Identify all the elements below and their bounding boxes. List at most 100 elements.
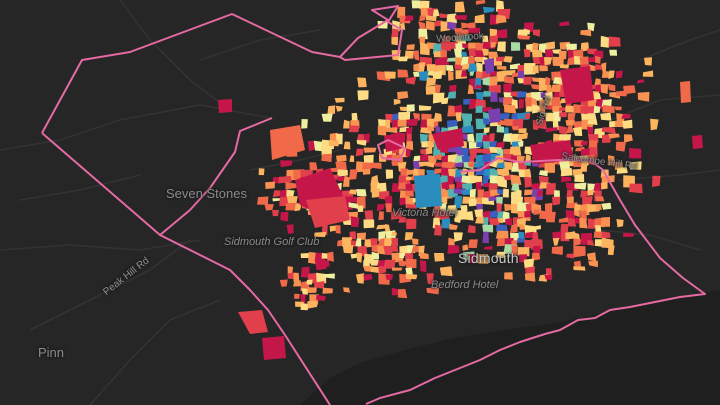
- building-block: [489, 133, 495, 144]
- building-block: [490, 42, 496, 48]
- town-label-sidmouth: Sidmouth: [458, 250, 519, 266]
- building-block: [474, 209, 483, 218]
- building-block: [467, 84, 475, 94]
- building-block: [587, 126, 594, 134]
- building-block: [596, 204, 602, 211]
- building-block: [483, 6, 495, 14]
- building-block: [517, 140, 524, 147]
- building-block: [511, 183, 520, 192]
- building-block: [285, 182, 298, 190]
- building-block: [509, 223, 518, 234]
- building-block: [454, 64, 463, 70]
- building-block: [496, 224, 508, 232]
- building-block: [316, 294, 326, 301]
- building-block: [518, 128, 527, 134]
- building-block: [502, 133, 512, 143]
- building-block: [609, 49, 618, 56]
- building-block: [545, 127, 558, 133]
- building-block: [300, 294, 306, 305]
- building-block: [637, 91, 650, 102]
- building-block: [238, 310, 268, 334]
- building-block: [405, 273, 418, 280]
- building-block: [420, 42, 430, 56]
- building-block: [496, 238, 508, 247]
- building-block: [544, 162, 556, 173]
- building-block: [482, 224, 494, 233]
- building-block: [357, 77, 367, 88]
- building-block: [447, 91, 456, 99]
- building-block: [434, 253, 445, 262]
- building-block: [560, 176, 572, 183]
- building-block: [385, 127, 398, 134]
- building-block: [622, 232, 635, 237]
- building-block: [334, 97, 345, 103]
- road-line: [19, 174, 141, 201]
- building-block: [468, 155, 475, 164]
- building-block: [642, 70, 654, 77]
- building-block: [414, 174, 442, 208]
- building-block: [454, 15, 467, 20]
- building-block: [384, 71, 396, 79]
- building-block: [411, 0, 421, 9]
- building-block: [356, 189, 367, 197]
- building-block: [314, 281, 325, 289]
- building-block: [475, 216, 484, 224]
- building-block: [385, 203, 392, 213]
- building-block: [504, 272, 513, 280]
- building-block: [420, 148, 428, 156]
- building-block: [504, 161, 513, 171]
- building-block: [279, 279, 288, 287]
- building-block: [286, 224, 294, 234]
- building-block: [461, 211, 474, 221]
- building-block: [446, 13, 457, 24]
- building-block: [307, 287, 317, 293]
- building-block: [573, 266, 586, 271]
- building-block: [586, 252, 597, 262]
- building-block: [484, 58, 494, 74]
- building-block: [343, 287, 351, 293]
- building-block: [405, 141, 414, 151]
- building-block: [462, 244, 469, 251]
- building-block: [349, 155, 355, 163]
- building-block: [476, 203, 483, 211]
- building-block: [335, 105, 343, 112]
- building-block: [391, 211, 403, 220]
- building-block: [262, 336, 286, 360]
- building-block: [419, 259, 427, 273]
- building-block: [460, 34, 471, 41]
- building-block: [323, 273, 335, 279]
- building-block: [342, 244, 354, 254]
- building-block: [449, 184, 455, 191]
- building-block: [496, 29, 508, 39]
- building-block: [461, 63, 471, 70]
- building-block: [565, 231, 577, 240]
- building-block: [517, 35, 531, 40]
- building-block: [574, 174, 585, 183]
- building-block: [327, 251, 334, 262]
- building-block: [469, 188, 476, 199]
- building-block: [433, 209, 444, 221]
- building-block: [574, 182, 587, 190]
- building-block: [490, 91, 498, 102]
- building-block: [566, 189, 573, 199]
- building-block: [426, 162, 435, 168]
- building-block: [482, 231, 489, 244]
- building-block: [602, 133, 612, 143]
- building-block: [616, 219, 624, 228]
- road-line: [89, 299, 221, 405]
- building-block: [391, 231, 397, 236]
- building-block: [539, 65, 548, 72]
- building-block: [523, 258, 534, 269]
- building-block: [321, 113, 333, 122]
- building-block: [425, 146, 433, 155]
- building-block: [406, 104, 415, 112]
- building-block: [524, 272, 536, 282]
- building-block: [482, 118, 490, 125]
- building-block: [519, 224, 526, 230]
- building-block: [538, 175, 549, 185]
- building-block: [652, 175, 661, 187]
- building-block: [475, 84, 482, 89]
- building-block: [300, 253, 310, 258]
- building-block: [532, 225, 541, 231]
